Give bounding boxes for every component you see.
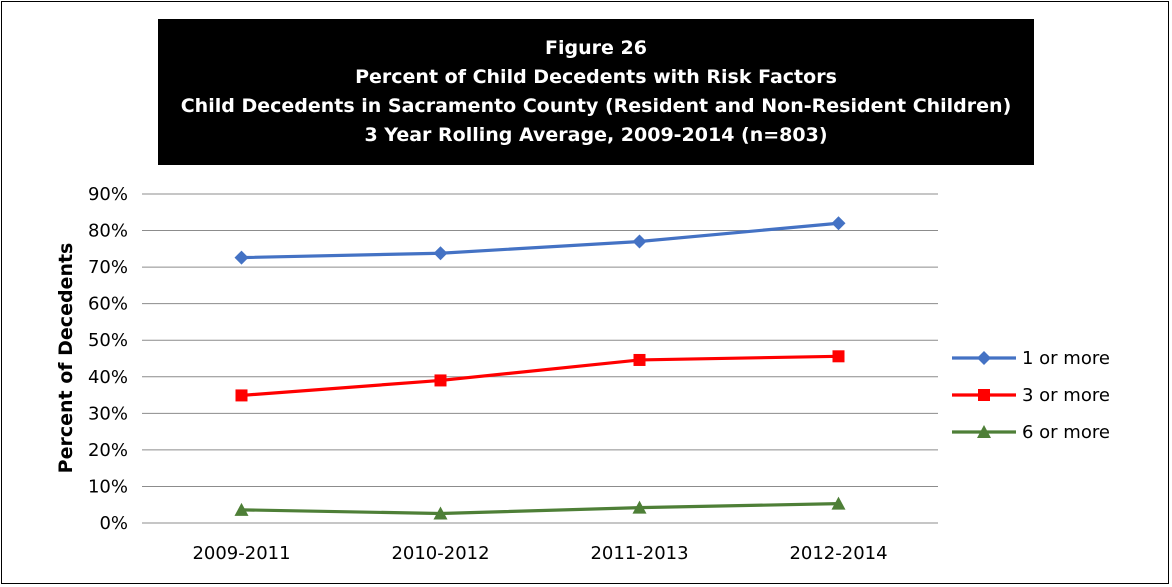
x-tick-label: 2012-2014 [789,543,887,564]
data-point [433,506,448,520]
data-point [832,350,845,363]
y-tick-label: 60% [88,294,128,315]
series-line [241,354,839,398]
y-tick-labels: 0% 10% 20% 30% 40% 50% 60% 70% 80% 90% [88,184,128,534]
data-point [433,246,448,261]
data-point [234,502,249,516]
y-axis-label: Percent of Decedents [55,243,77,474]
data-point [632,234,647,249]
y-tick-label: 0% [99,513,128,534]
legend: 1 or more 3 or more 6 or more [952,348,1110,443]
data-point [434,374,447,387]
x-tick-label: 2011-2013 [590,543,688,564]
data-point [235,389,248,402]
x-tick-label: 2010-2012 [391,543,489,564]
y-tick-label: 20% [88,440,128,461]
y-tick-label: 80% [88,221,128,242]
y-tick-label: 10% [88,476,128,497]
legend-marker [977,425,991,438]
chart-title-line: Figure 26 [545,37,647,59]
data-point [633,353,646,366]
legend-label: 6 or more [1022,422,1110,443]
series-line [241,502,839,516]
legend-label: 3 or more [1022,385,1110,406]
series-lines [234,216,846,520]
x-tick-label: 2009-2011 [192,543,290,564]
data-point [831,496,846,510]
y-tick-label: 50% [88,330,128,351]
legend-marker [977,351,991,365]
data-point [831,216,846,231]
legend-label: 1 or more [1022,348,1110,369]
series-line [241,221,839,260]
chart-title-line: Child Decedents in Sacramento County (Re… [180,95,1012,117]
data-point [632,500,647,514]
y-tick-label: 40% [88,367,128,388]
gridlines [142,193,938,524]
chart-title-line: Percent of Child Decedents with Risk Fac… [355,66,837,88]
legend-marker [978,389,990,401]
x-tick-labels: 2009-2011 2010-2012 2011-2013 2012-2014 [192,543,887,564]
y-tick-label: 30% [88,403,128,424]
y-tick-label: 90% [88,184,128,205]
chart-title-line: 3 Year Rolling Average, 2009-2014 (n=803… [364,124,828,146]
chart-title-box: Figure 26 Percent of Child Decedents wit… [158,19,1034,165]
y-tick-label: 70% [88,257,128,278]
data-point [234,250,249,265]
